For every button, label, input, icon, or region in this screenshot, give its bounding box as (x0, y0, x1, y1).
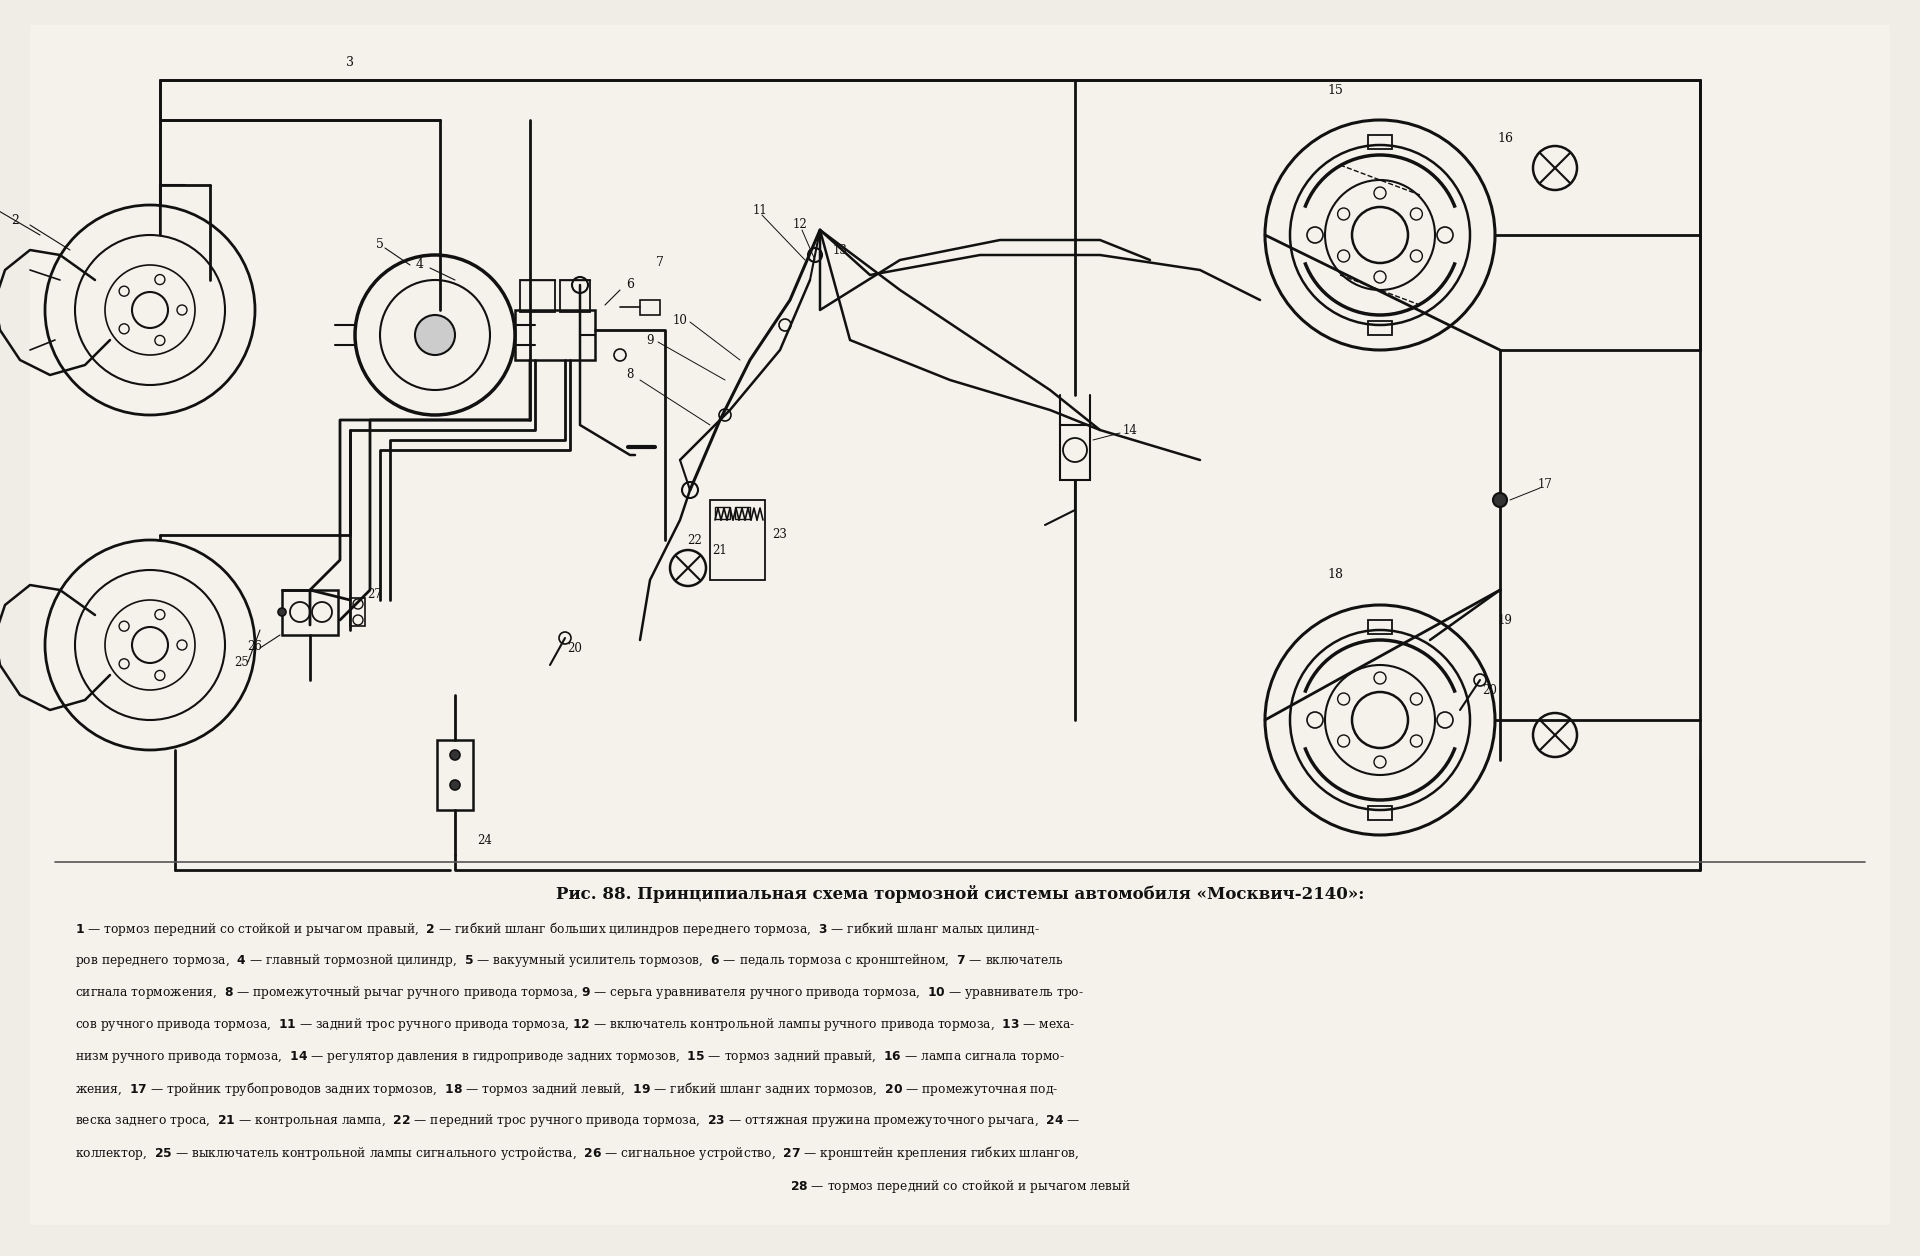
Text: 15: 15 (1327, 83, 1342, 97)
Bar (282, 590, 338, 636)
Text: 14: 14 (1123, 423, 1137, 437)
Text: сов ручного привода тормоза,  $\mathbf{11}$ — задний трос ручного привода тормоз: сов ручного привода тормоза, $\mathbf{11… (75, 1016, 1075, 1032)
Text: 11: 11 (753, 203, 768, 216)
Text: 17: 17 (1538, 479, 1553, 491)
Text: 21: 21 (712, 544, 728, 556)
Text: 4: 4 (417, 259, 424, 271)
Text: 27: 27 (367, 589, 382, 602)
Text: $\mathbf{1}$ — тормоз передний со стойкой и рычагом правый,  $\mathbf{2}$ — гибк: $\mathbf{1}$ — тормоз передний со стойко… (75, 919, 1041, 938)
Circle shape (1494, 494, 1507, 507)
Bar (714, 507, 730, 519)
Circle shape (415, 315, 455, 355)
Text: веска заднего троса,  $\mathbf{21}$ — контрольная лампа,  $\mathbf{22}$ — передн: веска заднего троса, $\mathbf{21}$ — кон… (75, 1112, 1081, 1129)
Text: ров переднего тормоза,  $\mathbf{4}$ — главный тормозной цилиндр,  $\mathbf{5}$ : ров переднего тормоза, $\mathbf{4}$ — гл… (75, 952, 1064, 968)
Circle shape (449, 780, 461, 790)
Circle shape (278, 608, 286, 615)
Text: 13: 13 (833, 244, 847, 256)
Bar (438, 740, 472, 810)
Text: 19: 19 (1498, 613, 1513, 627)
Text: 5: 5 (376, 239, 384, 251)
Bar (349, 598, 365, 625)
Text: 22: 22 (687, 534, 703, 546)
Text: 2: 2 (12, 214, 19, 226)
Text: низм ручного привода тормоза,  $\mathbf{14}$ — регулятор давления в гидроприводе: низм ручного привода тормоза, $\mathbf{1… (75, 1048, 1066, 1065)
Text: 20: 20 (1482, 683, 1498, 697)
Bar (735, 507, 751, 519)
Bar (520, 280, 555, 311)
Text: 8: 8 (626, 368, 634, 382)
Text: 24: 24 (478, 834, 492, 847)
Text: 18: 18 (1327, 569, 1342, 582)
Text: 23: 23 (772, 529, 787, 541)
Text: жения,  $\mathbf{17}$ — тройник трубопроводов задних тормозов,  $\mathbf{18}$ — : жения, $\mathbf{17}$ — тройник трубопров… (75, 1080, 1058, 1098)
Bar (710, 500, 764, 580)
Text: 16: 16 (1498, 132, 1513, 144)
Text: 9: 9 (647, 334, 653, 347)
Bar (1367, 134, 1392, 149)
Bar (1367, 620, 1392, 634)
Bar (561, 280, 589, 311)
Text: 26: 26 (248, 639, 263, 653)
Text: Рис. 88. Принципиальная схема тормозной системы автомобиля «Москвич-2140»:: Рис. 88. Принципиальная схема тормозной … (555, 885, 1365, 903)
Text: $\mathbf{28}$ — тормоз передний со стойкой и рычагом левый: $\mathbf{28}$ — тормоз передний со стойк… (789, 1178, 1131, 1194)
Text: 3: 3 (346, 55, 353, 69)
Text: 6: 6 (626, 279, 634, 291)
Text: 20: 20 (568, 642, 582, 654)
Bar (1060, 425, 1091, 480)
Text: коллектор,  $\mathbf{25}$ — выключатель контрольной лампы сигнального устройства: коллектор, $\mathbf{25}$ — выключатель к… (75, 1144, 1079, 1162)
Text: сигнала торможения,  $\mathbf{8}$ — промежуточный рычаг ручного привода тормоза,: сигнала торможения, $\mathbf{8}$ — проме… (75, 983, 1085, 1001)
Circle shape (449, 750, 461, 760)
Text: 10: 10 (672, 314, 687, 327)
Bar (1367, 806, 1392, 820)
Bar (639, 300, 660, 315)
Text: 7: 7 (657, 256, 664, 270)
Text: 12: 12 (793, 219, 808, 231)
Bar (515, 310, 595, 360)
Text: 25: 25 (234, 656, 250, 668)
Bar (1367, 322, 1392, 335)
